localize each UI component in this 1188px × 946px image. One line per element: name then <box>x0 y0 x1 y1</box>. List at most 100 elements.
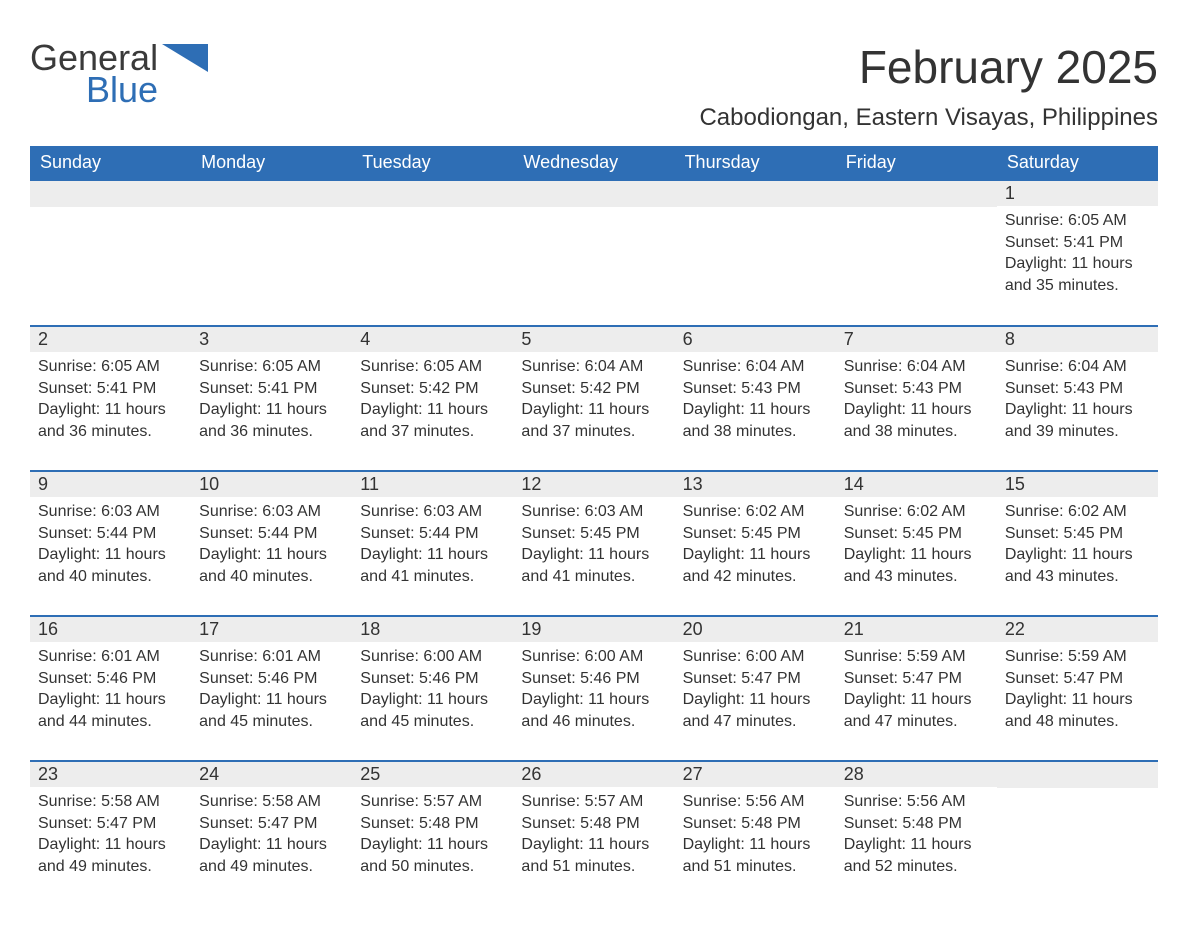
day-wrap: 20Sunrise: 6:00 AMSunset: 5:47 PMDayligh… <box>675 615 836 760</box>
day-number: 5 <box>513 327 674 352</box>
sunset-text: Sunset: 5:47 PM <box>844 668 989 690</box>
calendar-body: 1 Sunrise: 6:05 AM Sunset: 5:41 PM Daylight… <box>30 179 1158 906</box>
day-body: Sunrise: 6:03 AMSunset: 5:44 PMDaylight:… <box>191 497 352 615</box>
weekday-header: Thursday <box>675 146 836 179</box>
day-number: 1 <box>997 181 1158 206</box>
day-wrap: 17Sunrise: 6:01 AMSunset: 5:46 PMDayligh… <box>191 615 352 760</box>
day-number: 23 <box>30 762 191 787</box>
calendar-cell: 10Sunrise: 6:03 AMSunset: 5:44 PMDayligh… <box>191 470 352 615</box>
calendar-cell: 21Sunrise: 5:59 AMSunset: 5:47 PMDayligh… <box>836 615 997 760</box>
day-wrap <box>997 760 1158 906</box>
day-body: Sunrise: 5:59 AMSunset: 5:47 PMDaylight:… <box>836 642 997 760</box>
calendar-cell: 17Sunrise: 6:01 AMSunset: 5:46 PMDayligh… <box>191 615 352 760</box>
day-number: 21 <box>836 617 997 642</box>
calendar-cell <box>352 179 513 325</box>
day-body: Sunrise: 5:56 AMSunset: 5:48 PMDaylight:… <box>675 787 836 905</box>
daylight-text: Daylight: 11 hours and 47 minutes. <box>683 689 828 732</box>
calendar-week: 23Sunrise: 5:58 AMSunset: 5:47 PMDayligh… <box>30 760 1158 906</box>
day-wrap: 23Sunrise: 5:58 AMSunset: 5:47 PMDayligh… <box>30 760 191 905</box>
daylight-text: Daylight: 11 hours and 39 minutes. <box>1005 399 1150 442</box>
daylight-text: Daylight: 11 hours and 41 minutes. <box>521 544 666 587</box>
day-body: Sunrise: 6:01 AMSunset: 5:46 PMDaylight:… <box>30 642 191 760</box>
calendar-week: 2Sunrise: 6:05 AMSunset: 5:41 PMDaylight… <box>30 325 1158 470</box>
day-body <box>191 207 352 325</box>
day-wrap: 18Sunrise: 6:00 AMSunset: 5:46 PMDayligh… <box>352 615 513 760</box>
sunrise-text: Sunrise: 5:56 AM <box>683 791 828 813</box>
day-wrap: 12Sunrise: 6:03 AMSunset: 5:45 PMDayligh… <box>513 470 674 615</box>
day-wrap: 6Sunrise: 6:04 AMSunset: 5:43 PMDaylight… <box>675 325 836 470</box>
calendar-cell: 24Sunrise: 5:58 AMSunset: 5:47 PMDayligh… <box>191 760 352 906</box>
calendar-cell: 23Sunrise: 5:58 AMSunset: 5:47 PMDayligh… <box>30 760 191 906</box>
sunset-text: Sunset: 5:48 PM <box>844 813 989 835</box>
sunset-text: Sunset: 5:45 PM <box>1005 523 1150 545</box>
sunrise-text: Sunrise: 6:03 AM <box>38 501 183 523</box>
day-number <box>675 181 836 207</box>
day-wrap: 7Sunrise: 6:04 AMSunset: 5:43 PMDaylight… <box>836 325 997 470</box>
sunset-text: Sunset: 5:47 PM <box>199 813 344 835</box>
day-number: 28 <box>836 762 997 787</box>
calendar-cell: 16Sunrise: 6:01 AMSunset: 5:46 PMDayligh… <box>30 615 191 760</box>
calendar-page: General Blue February 2025 Cabodiongan, … <box>0 0 1188 946</box>
calendar-week: 9Sunrise: 6:03 AMSunset: 5:44 PMDaylight… <box>30 470 1158 615</box>
daylight-text: Daylight: 11 hours and 38 minutes. <box>844 399 989 442</box>
daylight-text: Daylight: 11 hours and 41 minutes. <box>360 544 505 587</box>
daylight-text: Daylight: 11 hours and 48 minutes. <box>1005 689 1150 732</box>
sunrise-text: Sunrise: 6:04 AM <box>683 356 828 378</box>
day-body <box>675 207 836 325</box>
daylight-text: Daylight: 11 hours and 43 minutes. <box>844 544 989 587</box>
day-wrap: 3Sunrise: 6:05 AMSunset: 5:41 PMDaylight… <box>191 325 352 470</box>
calendar-table: Sunday Monday Tuesday Wednesday Thursday… <box>30 146 1158 906</box>
calendar-cell: 2Sunrise: 6:05 AMSunset: 5:41 PMDaylight… <box>30 325 191 470</box>
daylight-text: Daylight: 11 hours and 44 minutes. <box>38 689 183 732</box>
day-body: Sunrise: 5:58 AMSunset: 5:47 PMDaylight:… <box>30 787 191 905</box>
day-body: Sunrise: 6:03 AMSunset: 5:44 PMDaylight:… <box>352 497 513 615</box>
weekday-header: Sunday <box>30 146 191 179</box>
day-wrap: 24Sunrise: 5:58 AMSunset: 5:47 PMDayligh… <box>191 760 352 905</box>
day-number: 14 <box>836 472 997 497</box>
daylight-text: Daylight: 11 hours and 46 minutes. <box>521 689 666 732</box>
calendar-cell: 6Sunrise: 6:04 AMSunset: 5:43 PMDaylight… <box>675 325 836 470</box>
day-wrap: 19Sunrise: 6:00 AMSunset: 5:46 PMDayligh… <box>513 615 674 760</box>
day-wrap: 25Sunrise: 5:57 AMSunset: 5:48 PMDayligh… <box>352 760 513 905</box>
day-number: 18 <box>352 617 513 642</box>
sunrise-text: Sunrise: 6:03 AM <box>199 501 344 523</box>
calendar-cell: 28Sunrise: 5:56 AMSunset: 5:48 PMDayligh… <box>836 760 997 906</box>
day-wrap: 10Sunrise: 6:03 AMSunset: 5:44 PMDayligh… <box>191 470 352 615</box>
day-body: Sunrise: 6:00 AMSunset: 5:46 PMDaylight:… <box>513 642 674 760</box>
day-body: Sunrise: 6:03 AMSunset: 5:44 PMDaylight:… <box>30 497 191 615</box>
day-wrap <box>513 179 674 325</box>
sunset-text: Sunset: 5:44 PM <box>199 523 344 545</box>
day-body <box>352 207 513 325</box>
day-body: Sunrise: 6:02 AMSunset: 5:45 PMDaylight:… <box>675 497 836 615</box>
sunrise-text: Sunrise: 6:03 AM <box>521 501 666 523</box>
sunset-text: Sunset: 5:41 PM <box>1005 232 1150 254</box>
sunset-text: Sunset: 5:47 PM <box>38 813 183 835</box>
sunset-text: Sunset: 5:42 PM <box>360 378 505 400</box>
day-number: 6 <box>675 327 836 352</box>
sunset-text: Sunset: 5:43 PM <box>683 378 828 400</box>
calendar-cell: 13Sunrise: 6:02 AMSunset: 5:45 PMDayligh… <box>675 470 836 615</box>
day-body: Sunrise: 6:02 AMSunset: 5:45 PMDaylight:… <box>836 497 997 615</box>
sunset-text: Sunset: 5:46 PM <box>360 668 505 690</box>
sunrise-text: Sunrise: 6:00 AM <box>360 646 505 668</box>
day-wrap <box>675 179 836 325</box>
daylight-text: Daylight: 11 hours and 42 minutes. <box>683 544 828 587</box>
sunset-text: Sunset: 5:48 PM <box>360 813 505 835</box>
sunrise-text: Sunrise: 5:57 AM <box>521 791 666 813</box>
sunrise-text: Sunrise: 6:00 AM <box>683 646 828 668</box>
day-wrap: 1Sunrise: 6:05 AMSunset: 5:41 PMDaylight… <box>997 179 1158 324</box>
calendar-cell: 8Sunrise: 6:04 AMSunset: 5:43 PMDaylight… <box>997 325 1158 470</box>
sunrise-text: Sunrise: 6:05 AM <box>199 356 344 378</box>
day-body: Sunrise: 5:59 AMSunset: 5:47 PMDaylight:… <box>997 642 1158 760</box>
day-number <box>836 181 997 207</box>
day-number: 7 <box>836 327 997 352</box>
day-wrap: 5Sunrise: 6:04 AMSunset: 5:42 PMDaylight… <box>513 325 674 470</box>
daylight-text: Daylight: 11 hours and 36 minutes. <box>199 399 344 442</box>
daylight-text: Daylight: 11 hours and 51 minutes. <box>683 834 828 877</box>
sunset-text: Sunset: 5:45 PM <box>683 523 828 545</box>
weekday-header: Tuesday <box>352 146 513 179</box>
sunset-text: Sunset: 5:45 PM <box>844 523 989 545</box>
sunset-text: Sunset: 5:48 PM <box>683 813 828 835</box>
daylight-text: Daylight: 11 hours and 50 minutes. <box>360 834 505 877</box>
day-number: 13 <box>675 472 836 497</box>
